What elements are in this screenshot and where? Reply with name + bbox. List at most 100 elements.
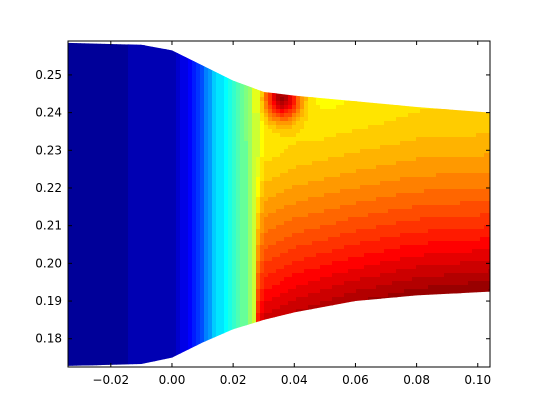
- contour-cell: [292, 197, 297, 202]
- contour-cell: [176, 121, 181, 126]
- contour-cell: [140, 89, 145, 94]
- contour-cell: [140, 265, 145, 270]
- contour-cell: [200, 229, 205, 234]
- contour-cell: [72, 209, 77, 214]
- contour-cell: [272, 117, 277, 122]
- contour-cell: [132, 285, 137, 290]
- contour-cell: [248, 265, 253, 270]
- contour-cell: [276, 97, 281, 102]
- contour-cell: [172, 165, 177, 170]
- contour-cell: [288, 121, 293, 126]
- contour-cell: [256, 125, 261, 130]
- contour-cell: [244, 105, 249, 110]
- contour-cell: [80, 177, 85, 182]
- contour-cell: [196, 285, 201, 290]
- contour-cell: [76, 361, 81, 366]
- contour-cell: [100, 53, 105, 58]
- contour-cell: [124, 97, 129, 102]
- contour-cell: [216, 209, 221, 214]
- contour-cell: [160, 265, 165, 270]
- contour-cell: [128, 217, 133, 222]
- contour-cell: [252, 141, 257, 146]
- contour-cell: [92, 341, 97, 346]
- contour-cell: [156, 257, 161, 262]
- contour-cell: [276, 129, 281, 134]
- contour-cell: [92, 325, 97, 330]
- contour-cell: [192, 185, 197, 190]
- contour-cell: [128, 225, 133, 230]
- contour-cell: [196, 301, 201, 306]
- contour-cell: [104, 321, 109, 326]
- contour-cell: [240, 225, 245, 230]
- contour-cell: [128, 229, 133, 234]
- contour-cell: [120, 201, 125, 206]
- contour-cell: [300, 213, 305, 218]
- contour-cell: [92, 113, 97, 118]
- contour-cell: [136, 225, 141, 230]
- contour-cell: [196, 249, 201, 254]
- contour-cell: [96, 289, 101, 294]
- contour-cell: [268, 289, 273, 294]
- contour-cell: [132, 213, 137, 218]
- contour-cell: [132, 221, 137, 226]
- contour-cell: [296, 305, 301, 310]
- contour-cell: [144, 117, 149, 122]
- contour-cell: [292, 129, 297, 134]
- contour-cell: [224, 273, 229, 278]
- contour-cell: [108, 61, 113, 66]
- contour-cell: [100, 333, 105, 338]
- contour-cell: [108, 137, 113, 142]
- contour-cell: [264, 105, 269, 110]
- contour-cell: [148, 129, 153, 134]
- contour-cell: [128, 253, 133, 258]
- contour-cell: [128, 109, 133, 114]
- contour-cell: [148, 149, 153, 154]
- contour-cell: [112, 69, 117, 74]
- contour-cell: [88, 333, 93, 338]
- contour-cell: [160, 321, 165, 326]
- contour-cell: [244, 153, 249, 158]
- contour-cell: [160, 157, 165, 162]
- contour-cell: [164, 225, 169, 230]
- contour-cell: [184, 337, 189, 342]
- contour-cell: [300, 289, 305, 294]
- contour-cell: [232, 141, 237, 146]
- contour-cell: [196, 273, 201, 278]
- contour-cell: [264, 173, 269, 178]
- contour-cell: [176, 333, 181, 338]
- contour-cell: [288, 309, 293, 314]
- contour-cell: [252, 229, 257, 234]
- contour-cell: [72, 69, 77, 74]
- contour-cell: [144, 321, 149, 326]
- contour-cell: [152, 289, 157, 294]
- contour-cell: [88, 145, 93, 150]
- contour-cell: [156, 349, 161, 354]
- contour-cell: [164, 133, 169, 138]
- contour-cell: [104, 189, 109, 194]
- contour-cell: [200, 137, 205, 142]
- contour-cell: [84, 325, 89, 330]
- contour-cell: [140, 145, 145, 150]
- contour-cell: [80, 141, 85, 146]
- contour-cell: [100, 177, 105, 182]
- contour-cell: [68, 109, 73, 114]
- contour-cell: [152, 45, 157, 50]
- contour-cell: [164, 69, 169, 74]
- contour-cell: [72, 365, 77, 366]
- contour-cell: [116, 65, 121, 70]
- contour-cell: [252, 245, 257, 250]
- contour-cell: [272, 313, 277, 318]
- contour-cell: [88, 317, 93, 322]
- contour-cell: [120, 61, 125, 66]
- contour-cell: [228, 309, 233, 314]
- contour-cell: [196, 153, 201, 158]
- contour-cell: [300, 185, 305, 190]
- contour-cell: [244, 197, 249, 202]
- contour-cell: [280, 277, 285, 282]
- contour-cell: [192, 65, 197, 70]
- contour-cell: [148, 105, 153, 110]
- contour-cell: [152, 261, 157, 266]
- contour-cell: [236, 305, 241, 310]
- contour-cell: [104, 289, 109, 294]
- contour-cell: [252, 137, 257, 142]
